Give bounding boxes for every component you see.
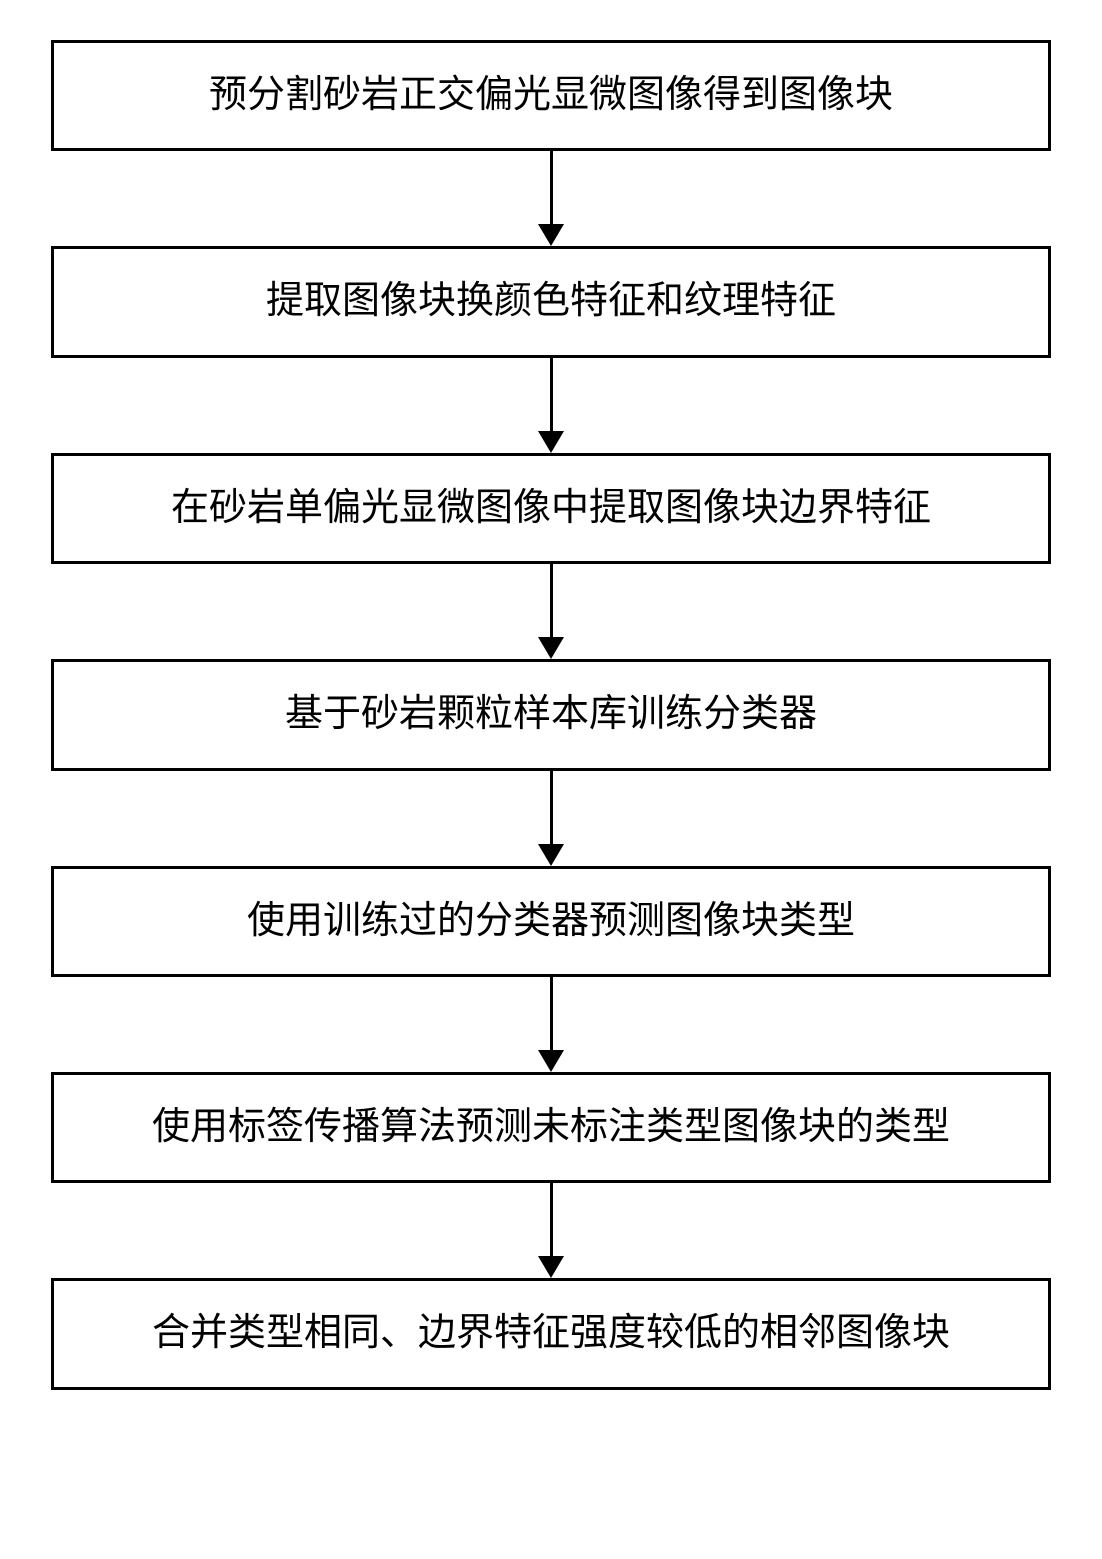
arrow-head-icon — [538, 1050, 564, 1072]
flowchart-container: 预分割砂岩正交偏光显微图像得到图像块 提取图像块换颜色特征和纹理特征 在砂岩单偏… — [51, 40, 1051, 1390]
arrow-line — [550, 1183, 553, 1256]
arrow-line — [550, 564, 553, 637]
arrow-line — [550, 151, 553, 224]
step-label: 使用训练过的分类器预测图像块类型 — [247, 900, 855, 942]
step-label: 合并类型相同、边界特征强度较低的相邻图像块 — [152, 1312, 950, 1354]
arrow-head-icon — [538, 1256, 564, 1278]
step-label: 基于砂岩颗粒样本库训练分类器 — [285, 693, 817, 735]
step-label: 预分割砂岩正交偏光显微图像得到图像块 — [209, 74, 893, 116]
flowchart-step: 提取图像块换颜色特征和纹理特征 — [51, 246, 1051, 357]
arrow-line — [550, 977, 553, 1050]
flowchart-arrow — [538, 358, 564, 453]
arrow-head-icon — [538, 637, 564, 659]
flowchart-arrow — [538, 977, 564, 1072]
arrow-head-icon — [538, 844, 564, 866]
flowchart-step: 预分割砂岩正交偏光显微图像得到图像块 — [51, 40, 1051, 151]
flowchart-step: 合并类型相同、边界特征强度较低的相邻图像块 — [51, 1278, 1051, 1389]
arrow-line — [550, 358, 553, 431]
flowchart-arrow — [538, 1183, 564, 1278]
flowchart-arrow — [538, 564, 564, 659]
flowchart-step: 使用训练过的分类器预测图像块类型 — [51, 866, 1051, 977]
flowchart-arrow — [538, 151, 564, 246]
arrow-head-icon — [538, 224, 564, 246]
step-label: 在砂岩单偏光显微图像中提取图像块边界特征 — [171, 487, 931, 529]
flowchart-arrow — [538, 771, 564, 866]
flowchart-step: 在砂岩单偏光显微图像中提取图像块边界特征 — [51, 453, 1051, 564]
flowchart-step: 使用标签传播算法预测未标注类型图像块的类型 — [51, 1072, 1051, 1183]
arrow-line — [550, 771, 553, 844]
arrow-head-icon — [538, 431, 564, 453]
flowchart-step: 基于砂岩颗粒样本库训练分类器 — [51, 659, 1051, 770]
step-label: 提取图像块换颜色特征和纹理特征 — [266, 280, 836, 322]
step-label: 使用标签传播算法预测未标注类型图像块的类型 — [152, 1106, 950, 1148]
